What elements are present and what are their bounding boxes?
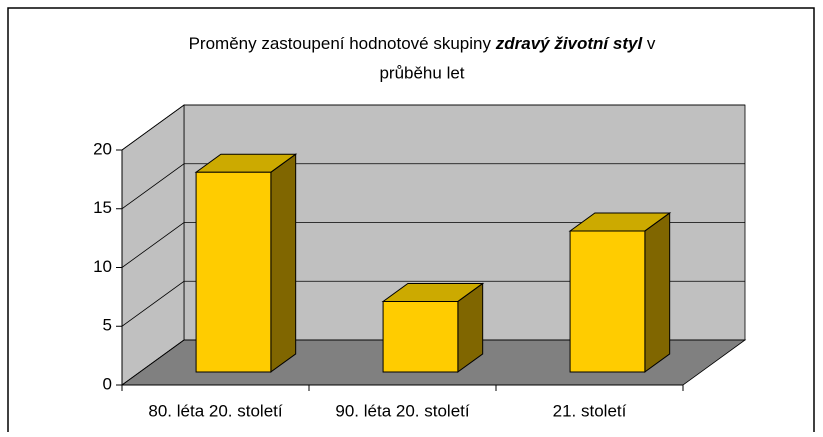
y-tick-label: 15 <box>93 198 112 217</box>
grid-line <box>121 163 745 210</box>
grid-line <box>121 104 745 151</box>
title-part: v <box>647 34 656 53</box>
y-tick-label: 0 <box>103 374 112 393</box>
bar-side <box>270 153 297 373</box>
bar <box>382 300 459 373</box>
x-tick-label: 90. léta 20. století <box>335 401 469 420</box>
y-tick-label: 5 <box>103 316 112 335</box>
y-tick-label: 20 <box>93 139 112 158</box>
title-emphasis: zdravý životní styl <box>495 34 644 53</box>
bar <box>569 230 646 373</box>
bar-side <box>644 211 671 373</box>
title-part: Proměny zastoupení hodnotové skupiny <box>189 34 492 53</box>
chart-title: Proměny zastoupení hodnotové skupiny zdr… <box>189 34 656 53</box>
x-tick-label: 21. století <box>553 401 627 420</box>
grid-line <box>121 222 745 268</box>
bar <box>195 171 272 373</box>
grid-line <box>121 339 745 386</box>
x-tick-label: 80. léta 20. století <box>148 401 282 420</box>
y-tick-label: 10 <box>93 257 112 276</box>
chart-title: průběhu let <box>379 63 464 82</box>
grid-line <box>121 280 745 327</box>
